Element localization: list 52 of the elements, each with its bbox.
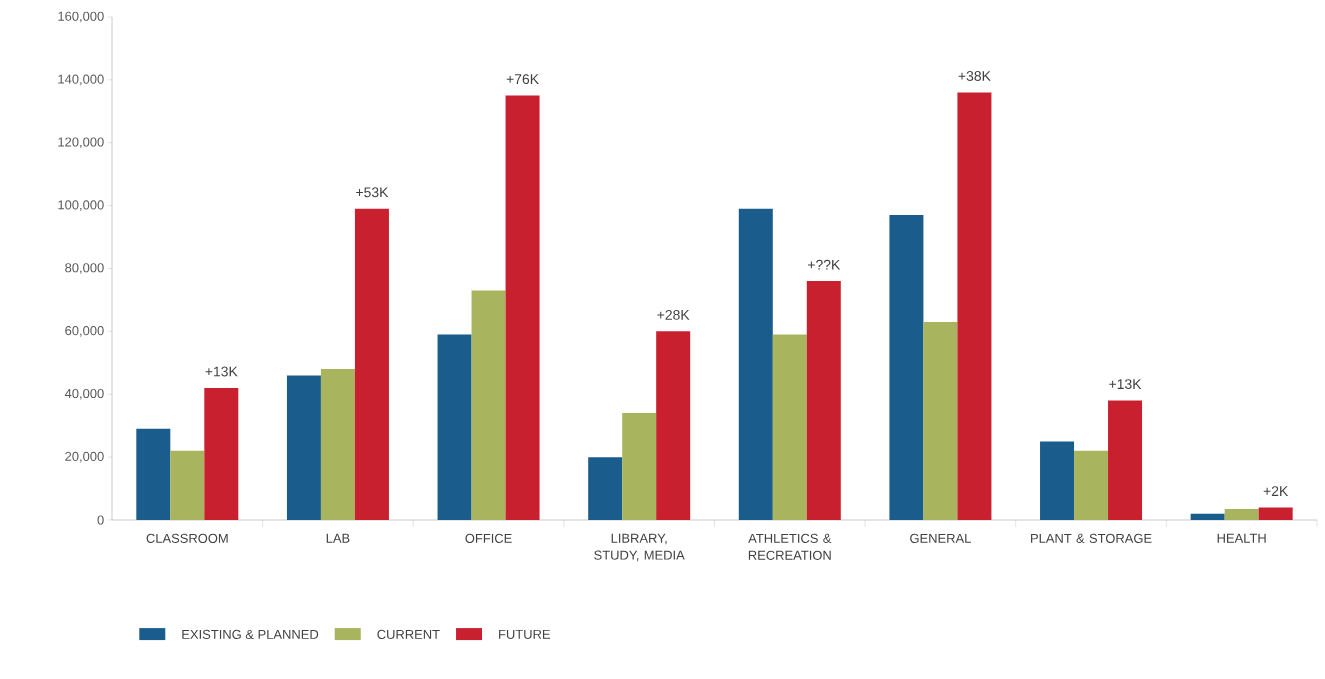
bar bbox=[772, 334, 807, 520]
bar bbox=[1108, 400, 1143, 520]
bar bbox=[738, 208, 773, 520]
x-tick-label: HEALTH bbox=[1217, 533, 1266, 543]
bar bbox=[136, 428, 171, 520]
bar bbox=[320, 369, 355, 520]
bar bbox=[622, 413, 657, 520]
bar bbox=[1040, 441, 1075, 520]
x-tick-label: LIBRARY, STUDY, MEDIA bbox=[594, 533, 685, 562]
x-tick-label: LAB bbox=[326, 533, 350, 543]
y-tick-label: 20,000 bbox=[65, 451, 104, 463]
bar bbox=[204, 387, 239, 520]
annotation: +28K bbox=[657, 309, 690, 320]
bar bbox=[923, 321, 958, 520]
bar bbox=[889, 215, 924, 520]
annotation: +38K bbox=[958, 71, 991, 81]
bar bbox=[806, 281, 841, 520]
x-tick-label: GENERAL bbox=[910, 533, 971, 543]
legend-label: EXISTING & PLANNED bbox=[182, 629, 319, 639]
bar bbox=[957, 92, 992, 520]
bar bbox=[1224, 509, 1259, 520]
bar bbox=[437, 334, 472, 520]
x-tick-label: CLASSROOM bbox=[146, 533, 228, 543]
x-tick-label: PLANT & STORAGE bbox=[1031, 533, 1152, 543]
bar bbox=[286, 375, 321, 520]
bar bbox=[1258, 507, 1293, 520]
legend-label: CURRENT bbox=[377, 629, 440, 639]
bar bbox=[588, 457, 623, 520]
annotation: +53K bbox=[356, 187, 389, 198]
y-tick-label: 140,000 bbox=[58, 74, 104, 86]
x-tick-label: OFFICE bbox=[465, 533, 512, 543]
legend-label: FUTURE bbox=[499, 629, 550, 639]
y-tick-label: 40,000 bbox=[64, 388, 104, 400]
y-tick-label: 160,000 bbox=[58, 11, 104, 23]
bar bbox=[505, 95, 540, 520]
bar bbox=[170, 450, 205, 520]
bar bbox=[354, 208, 389, 520]
bar bbox=[471, 290, 506, 520]
annotation: +13K bbox=[1109, 379, 1142, 390]
annotation: +??K bbox=[808, 259, 841, 270]
x-tick-label: ATHLETICS & RECREATION bbox=[748, 533, 832, 560]
y-tick-label: 60,000 bbox=[65, 326, 104, 337]
y-tick-label: 0 bbox=[97, 515, 104, 525]
y-tick-label: 120,000 bbox=[58, 137, 104, 149]
annotation: +13K bbox=[205, 366, 238, 377]
y-tick-label: 100,000 bbox=[58, 200, 104, 211]
bar bbox=[1074, 450, 1109, 520]
bar bbox=[656, 331, 691, 520]
annotation: +76K bbox=[506, 74, 539, 85]
y-tick-label: 80,000 bbox=[65, 263, 104, 274]
annotation: +2K bbox=[1263, 486, 1289, 496]
bar bbox=[1190, 513, 1225, 520]
